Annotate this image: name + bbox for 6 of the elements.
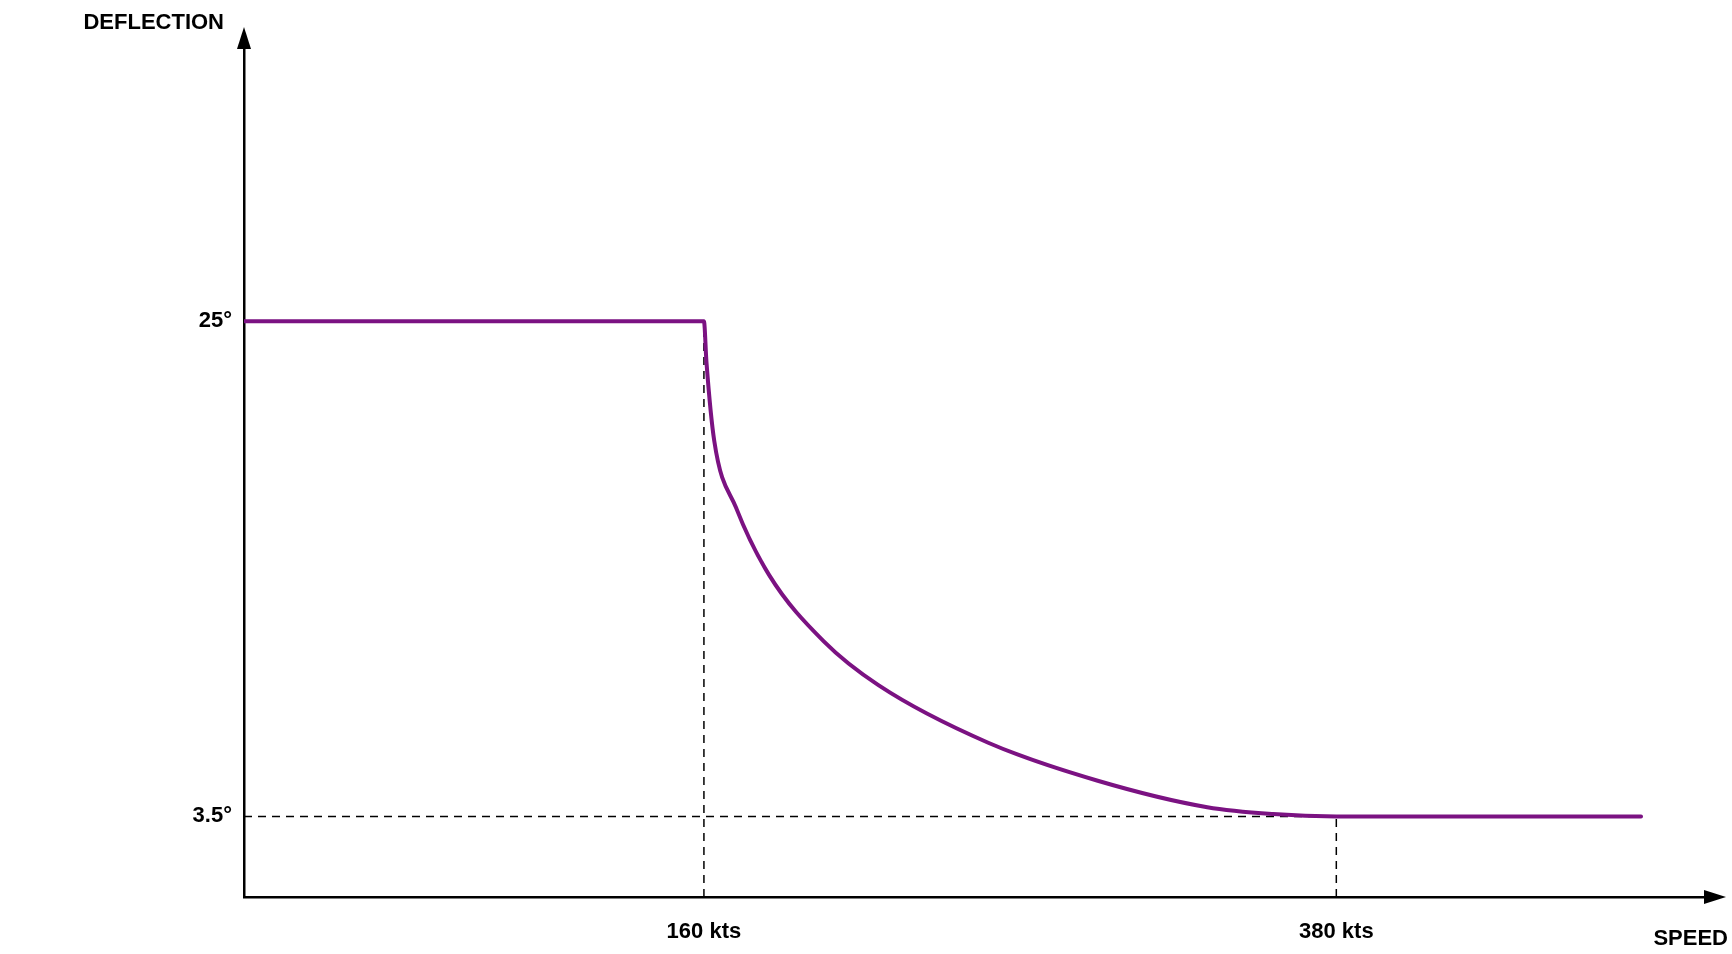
- x-tick-label: 380 kts: [1299, 918, 1374, 944]
- y-tick-label: 25°: [198, 307, 232, 333]
- y-axis-title: DEFLECTION: [83, 9, 224, 35]
- x-tick-label: 160 kts: [666, 918, 742, 944]
- x-axis-title: SPEED: [1653, 925, 1728, 951]
- y-tick-label: 3.5°: [192, 802, 232, 828]
